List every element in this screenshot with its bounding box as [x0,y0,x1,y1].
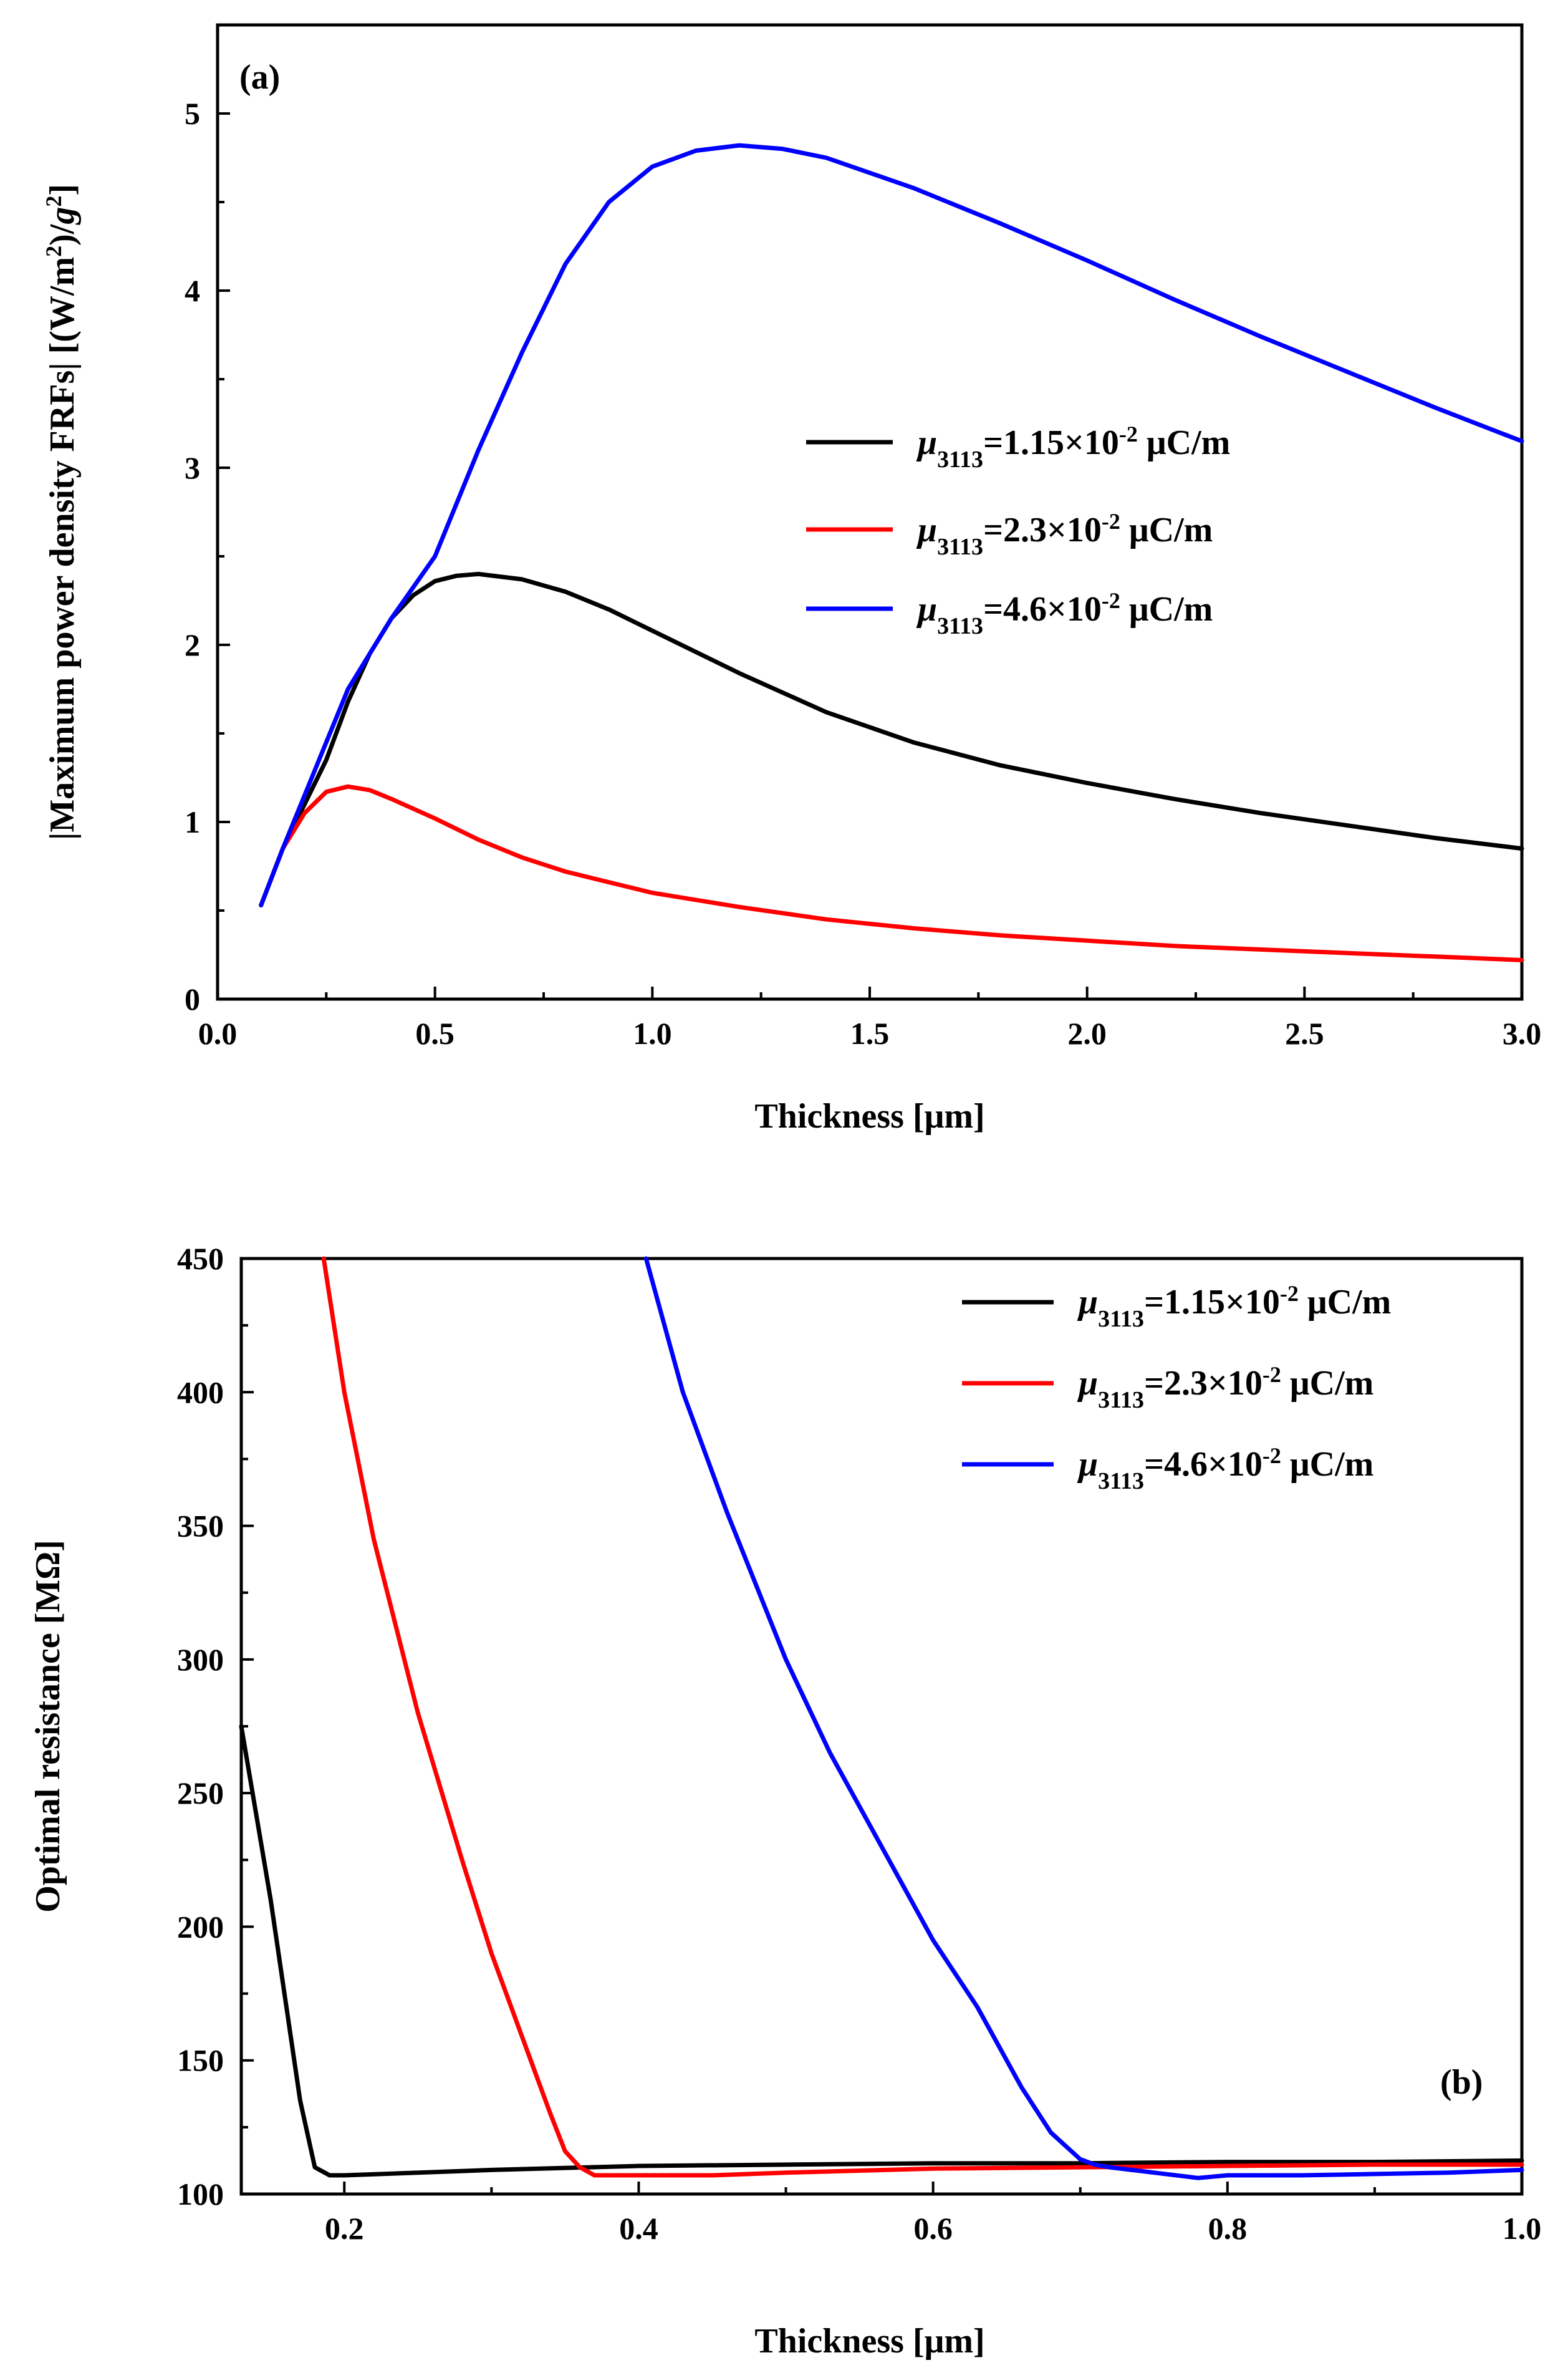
panel-b-label: (b) [1440,2063,1483,2102]
y-tick-label: 0 [185,982,200,1017]
legend-label: μ3113=4.6×10-2 μC/m [1077,1443,1373,1494]
panel-b-ticks: 0.2 0.4 0.6 0.8 1.0 100 150 200 250 300 350 400 450 [177,1241,1541,2246]
y-tick-label: 2 [185,627,200,662]
x-tick-label: 1.0 [633,1016,672,1051]
x-tick-label: 3.0 [1503,1016,1542,1051]
x-tick-label: 0.8 [1208,2211,1248,2246]
y-tick-label: 400 [177,1375,224,1409]
legend-label: μ3113=1.15×10-2 μC/m [1077,1281,1391,1332]
panel-a-x-axis-title: Thickness [μm] [754,1097,984,1136]
legend-label: μ3113=2.3×10-2 μC/m [916,509,1213,560]
panel-a-y-axis-title: |Maximum power density FRFs| [(W/m2)/g2] [41,184,82,840]
series-line-1 [321,1256,1524,2178]
legend-item: μ3113=4.6×10-2 μC/m [806,588,1213,639]
legend-item: μ3113=2.3×10-2 μC/m [806,509,1213,560]
legend-item: μ3113=1.15×10-2 μC/m [962,1281,1391,1332]
panel-a-series [259,143,1524,962]
x-tick-label: 0.6 [913,2211,953,2246]
legend-label: μ3113=2.3×10-2 μC/m [1077,1362,1373,1413]
legend-label: μ3113=4.6×10-2 μC/m [916,588,1213,639]
series-line-1 [259,784,1524,962]
y-tick-label: 4 [185,273,200,308]
y-tick-label: 150 [177,2043,224,2078]
y-tick-label: 200 [177,1909,224,1944]
legend-item: μ3113=2.3×10-2 μC/m [962,1362,1373,1413]
legend-item: μ3113=1.15×10-2 μC/m [806,422,1230,473]
panel-a-legend: μ3113=1.15×10-2 μC/m μ3113=2.3×10-2 μC/m… [806,422,1230,639]
series-line-0 [239,1724,1524,2178]
panel-b-chart: 0.2 0.4 0.6 0.8 1.0100150200250300350400450 … [29,1241,1541,2361]
y-tick-label: 250 [177,1776,224,1810]
panel-a-ticks: 0.0 0.5 1.0 1.5 2.0 2.5 3.0 0 1 2 3 4 5 [185,96,1541,1051]
legend-label: μ3113=1.15×10-2 μC/m [916,422,1230,473]
y-tick-label: 300 [177,1642,224,1677]
series-line-0 [259,571,1524,907]
y-tick-label: 350 [177,1509,224,1544]
y-tick-label: 5 [185,96,200,131]
panel-b-series [239,1256,1524,2180]
panel-b-legend: μ3113=1.15×10-2 μC/m μ3113=2.3×10-2 μC/m… [962,1281,1391,1494]
panel-a-label: (a) [239,58,280,97]
panel-b-x-axis-title: Thickness [μm] [754,2322,984,2361]
y-tick-label: 450 [177,1241,224,1276]
legend-item: μ3113=4.6×10-2 μC/m [962,1443,1373,1494]
x-tick-label: 0.5 [415,1016,455,1051]
x-tick-label: 0.4 [619,2211,658,2246]
x-tick-label: 2.0 [1067,1016,1107,1051]
series-line-2 [259,143,1524,907]
y-tick-label: 1 [185,805,200,839]
panel-b-y-axis-title: Optimal resistance [MΩ] [29,1540,67,1912]
x-tick-label: 1.0 [1503,2211,1542,2246]
panel-a-chart: 0.0 0.5 1.0 1.5 2.0 2.5 3.0 0 1 2 3 4 5 (a) Thicknes… [41,23,1541,1136]
x-tick-label: 2.5 [1285,1016,1324,1051]
series-line-2 [643,1256,1524,2180]
x-tick-label: 0.2 [325,2211,364,2246]
y-tick-label: 100 [177,2177,224,2211]
x-tick-label: 0.0 [198,1016,238,1051]
x-tick-label: 1.5 [850,1016,890,1051]
y-tick-label: 3 [185,450,200,485]
